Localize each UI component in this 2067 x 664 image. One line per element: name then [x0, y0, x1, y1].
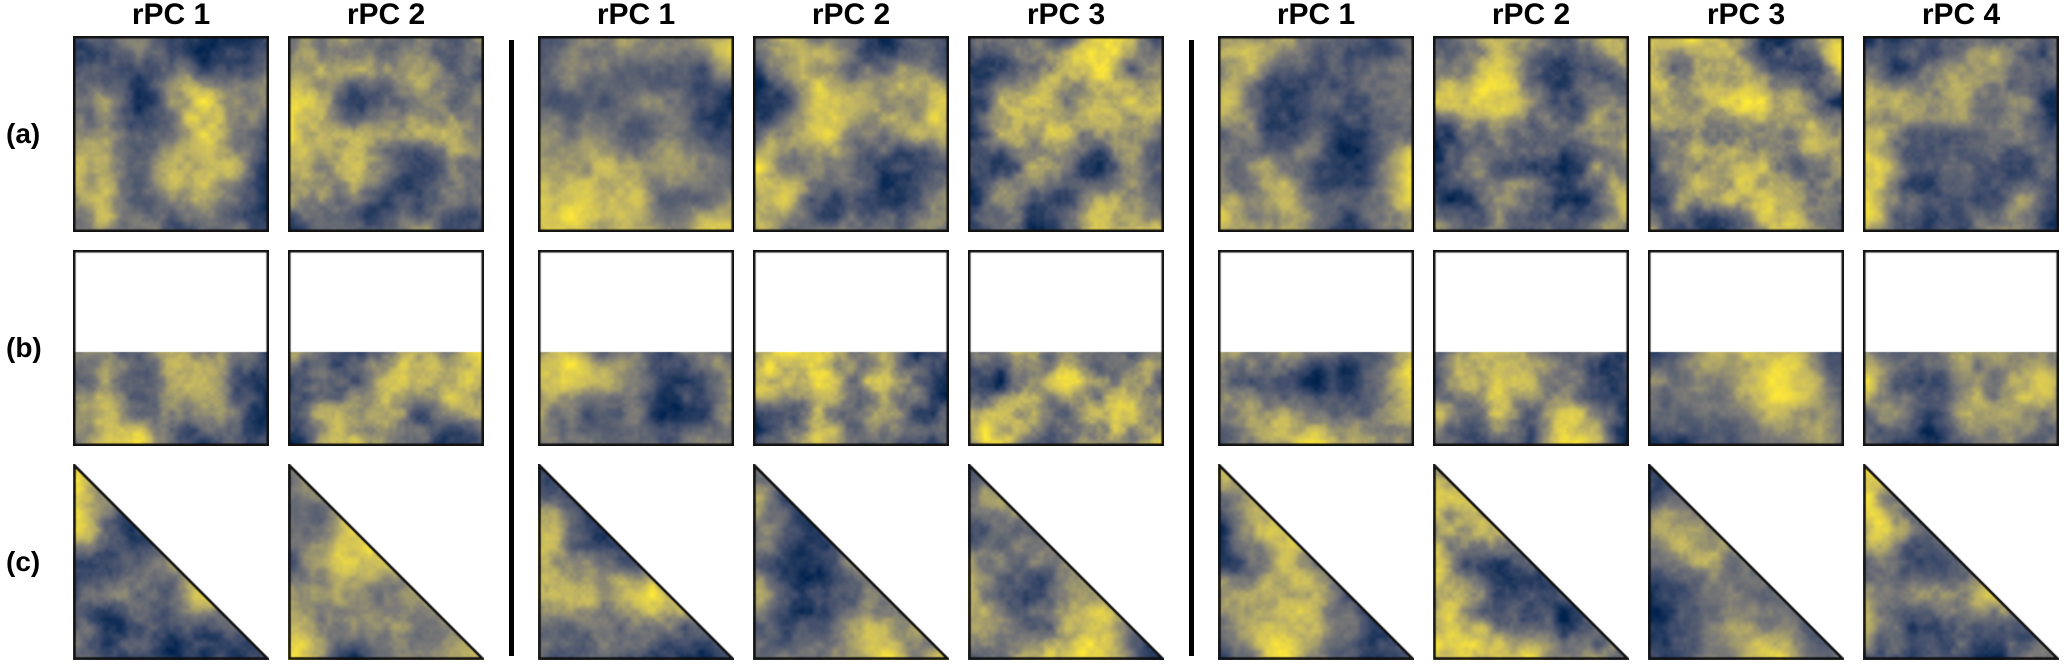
- heatmap-panel: [538, 36, 734, 232]
- heatmap-canvas: [73, 250, 269, 446]
- heatmap-panel: [73, 464, 269, 660]
- heatmap-panel: [73, 36, 269, 232]
- column-header-g3-rpc1: rPC 1: [1276, 0, 1356, 31]
- column-header-row: rPC 1 rPC 2 rPC 1 rPC 2 rPC 3 rPC 1 rPC …: [0, 0, 2067, 30]
- heatmap-panel: [73, 250, 269, 446]
- heatmap-panel: [538, 464, 734, 660]
- heatmap-panel: [1218, 250, 1414, 446]
- heatmap-canvas: [1863, 464, 2059, 660]
- heatmap-canvas: [968, 464, 1164, 660]
- heatmap-panel: [1863, 250, 2059, 446]
- heatmap-canvas: [1863, 250, 2059, 446]
- heatmap-panel: [1433, 250, 1629, 446]
- heatmap-panel: [538, 250, 734, 446]
- row-label-b: (b): [0, 250, 54, 446]
- heatmap-panel: [968, 464, 1164, 660]
- heatmap-panel: [968, 36, 1164, 232]
- heatmap-canvas: [73, 464, 269, 660]
- heatmap-panel: [1648, 464, 1844, 660]
- heatmap-canvas: [73, 36, 269, 232]
- group-separator-line-1: [509, 40, 514, 656]
- heatmap-canvas: [1218, 464, 1414, 660]
- heatmap-canvas: [968, 250, 1164, 446]
- heatmap-canvas: [968, 36, 1164, 232]
- heatmap-canvas: [538, 464, 734, 660]
- heatmap-panel: [288, 36, 484, 232]
- heatmap-canvas: [753, 464, 949, 660]
- row-label-text: (a): [6, 118, 41, 149]
- heatmap-canvas: [753, 250, 949, 446]
- heatmap-panel: [1863, 464, 2059, 660]
- column-header-g2-rpc1: rPC 1: [596, 0, 676, 31]
- heatmap-canvas: [1648, 250, 1844, 446]
- column-header-g3-rpc3: rPC 3: [1706, 0, 1786, 31]
- heatmap-panel: [1218, 36, 1414, 232]
- heatmap-canvas: [1863, 36, 2059, 232]
- heatmap-canvas: [288, 464, 484, 660]
- heatmap-canvas: [1648, 464, 1844, 660]
- column-header-g1-rpc2: rPC 2: [346, 0, 426, 31]
- column-header-g1-rpc1: rPC 1: [131, 0, 211, 31]
- heatmap-canvas: [753, 36, 949, 232]
- heatmap-canvas: [538, 36, 734, 232]
- heatmap-canvas: [538, 250, 734, 446]
- heatmap-canvas: [1433, 36, 1629, 232]
- heatmap-panel: [288, 464, 484, 660]
- heatmap-canvas: [1433, 250, 1629, 446]
- heatmap-panel: [968, 250, 1164, 446]
- heatmap-panel: [753, 464, 949, 660]
- row-b: (b): [0, 250, 2067, 446]
- separator-spacer: [503, 0, 519, 30]
- group-separator-line-2: [1189, 40, 1194, 656]
- header-spacer: [0, 0, 54, 30]
- column-header-g3-rpc2: rPC 2: [1491, 0, 1571, 31]
- heatmap-canvas: [1218, 250, 1414, 446]
- column-header-g2-rpc2: rPC 2: [811, 0, 891, 31]
- heatmap-canvas: [288, 250, 484, 446]
- row-label-text: (b): [6, 332, 42, 363]
- heatmap-panel: [753, 250, 949, 446]
- heatmap-panel: [288, 250, 484, 446]
- heatmap-panel: [1433, 36, 1629, 232]
- heatmap-panel: [1648, 36, 1844, 232]
- heatmap-canvas: [1433, 464, 1629, 660]
- heatmap-panel: [753, 36, 949, 232]
- row-label-c: (c): [0, 464, 54, 660]
- heatmap-panel: [1648, 250, 1844, 446]
- column-header-g2-rpc3: rPC 3: [1026, 0, 1106, 31]
- heatmap-panel: [1433, 464, 1629, 660]
- heatmap-panel: [1218, 464, 1414, 660]
- row-label-a: (a): [0, 36, 54, 232]
- row-label-text: (c): [6, 546, 41, 577]
- column-header-g3-rpc4: rPC 4: [1921, 0, 2001, 31]
- row-a: (a): [0, 36, 2067, 232]
- separator-spacer: [1183, 0, 1199, 30]
- heatmap-panel: [1863, 36, 2059, 232]
- heatmap-canvas: [288, 36, 484, 232]
- row-c: (c): [0, 464, 2067, 660]
- heatmap-canvas: [1218, 36, 1414, 232]
- heatmap-canvas: [1648, 36, 1844, 232]
